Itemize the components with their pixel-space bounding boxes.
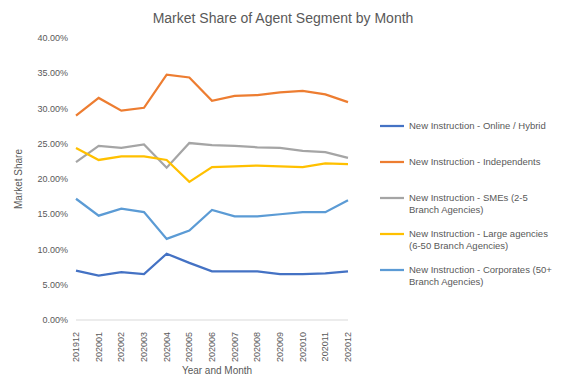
- svg-text:202008: 202008: [252, 332, 262, 362]
- svg-text:202003: 202003: [139, 332, 149, 362]
- svg-text:201912: 201912: [71, 332, 81, 362]
- svg-text:202010: 202010: [298, 332, 308, 362]
- html-text:New Instruction - SMEs (2-5 Br: New Instruction - SMEs (2-5 Branch Agenc…: [409, 192, 528, 215]
- html-text:Market Share of Agent Segment: Market Share of Agent Segment by Month: [152, 10, 414, 26]
- svg-text:35.00%: 35.00%: [37, 68, 68, 78]
- svg-text:202012: 202012: [343, 332, 353, 362]
- svg-text:30.00%: 30.00%: [37, 104, 68, 114]
- svg-text:202002: 202002: [116, 332, 126, 362]
- html-text:Year and Month: Year and Month: [181, 365, 253, 376]
- svg-text:10.00%: 10.00%: [37, 245, 68, 255]
- svg-text:202004: 202004: [162, 332, 172, 362]
- svg-text:20.00%: 20.00%: [37, 174, 68, 184]
- svg-text:40.00%: 40.00%: [37, 33, 68, 43]
- svg-text:0.00%: 0.00%: [42, 315, 68, 325]
- svg-text:15.00%: 15.00%: [37, 209, 68, 219]
- svg-text:202009: 202009: [275, 332, 285, 362]
- svg-text:25.00%: 25.00%: [37, 139, 68, 149]
- svg-text:202006: 202006: [207, 332, 217, 362]
- svg-text:202007: 202007: [230, 332, 240, 362]
- html-text:New Instruction - Online / Hyb: New Instruction - Online / Hybrid: [409, 120, 546, 131]
- html-text:New Instruction - Large agenci: New Instruction - Large agencies (6-50 B…: [409, 228, 548, 251]
- html-text:New Instruction - Corporates (: New Instruction - Corporates (50+ Branch…: [409, 264, 552, 287]
- svg-text:Market Share: Market Share: [13, 149, 24, 209]
- svg-text:5.00%: 5.00%: [42, 280, 68, 290]
- svg-text:202001: 202001: [94, 332, 104, 362]
- svg-text:202005: 202005: [184, 332, 194, 362]
- html-text:New Instruction - Independents: New Instruction - Independents: [409, 156, 541, 167]
- svg-text:202011: 202011: [320, 332, 330, 361]
